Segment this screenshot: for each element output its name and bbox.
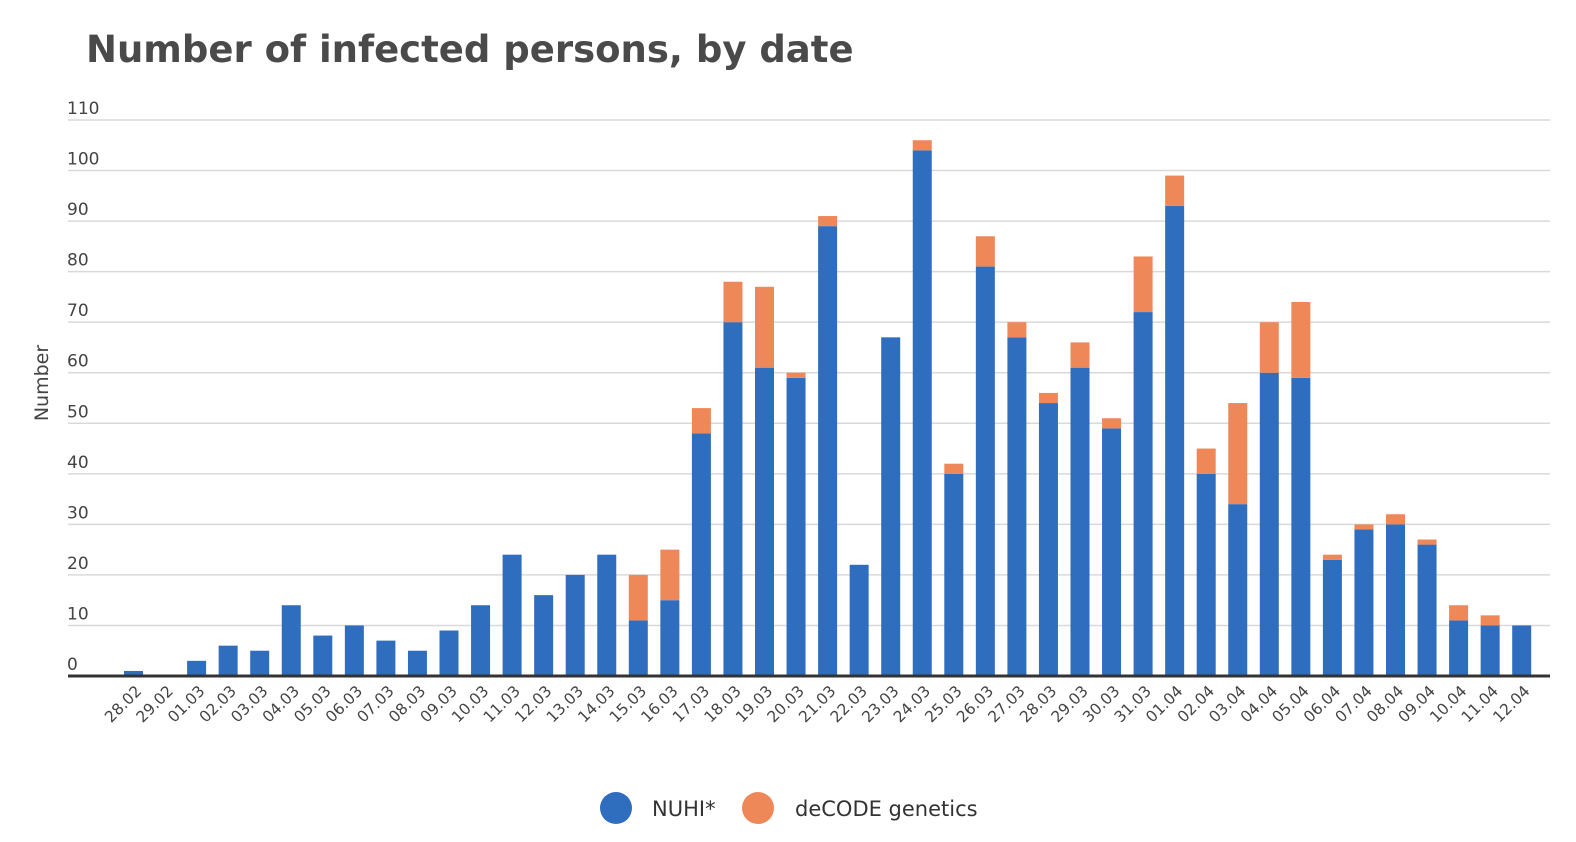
y-tick-label: 110: [67, 99, 99, 119]
bar-nuhi: [1386, 524, 1405, 676]
y-tick-label: 30: [67, 503, 89, 523]
y-tick-label: 40: [67, 453, 89, 473]
legend-label: NUHI*: [652, 797, 716, 821]
y-tick-label: 90: [67, 200, 89, 220]
x-axis-labels: 28.0229.0201.0302.0303.0304.0305.0306.03…: [101, 682, 1533, 726]
bar-nuhi: [376, 640, 396, 676]
bar-decode: [818, 216, 838, 227]
bar-nuhi: [1417, 544, 1437, 676]
bar-nuhi: [691, 433, 711, 676]
bar-nuhi: [818, 226, 838, 677]
bar-nuhi: [723, 322, 743, 676]
bar-decode: [1070, 342, 1090, 368]
bar-nuhi: [1070, 367, 1090, 676]
bar-nuhi: [407, 650, 427, 676]
bar-nuhi: [1354, 529, 1374, 676]
legend: NUHI* deCODE genetics: [600, 792, 978, 824]
bar-decode: [975, 236, 995, 267]
x-tick-label: 12.04: [1489, 682, 1533, 726]
legend-marker: [600, 792, 632, 824]
bar-decode: [1386, 514, 1405, 525]
chart-title: Number of infected persons, by date: [86, 28, 854, 71]
bar-nuhi: [1196, 473, 1216, 676]
bar-nuhi: [250, 650, 270, 676]
bar-nuhi: [1007, 337, 1027, 676]
bar-decode: [1007, 322, 1027, 338]
bars: [124, 140, 1532, 677]
bar-decode: [1133, 256, 1153, 313]
y-tick-label: 50: [67, 402, 89, 422]
bar-nuhi: [786, 377, 806, 676]
bar-decode: [944, 463, 964, 474]
bar-decode: [1259, 322, 1279, 373]
bar-nuhi: [344, 625, 364, 676]
bar-nuhi: [1449, 620, 1469, 676]
bar-nuhi: [881, 337, 901, 676]
y-tick-label: 10: [67, 604, 89, 624]
bar-decode: [1322, 554, 1342, 560]
bar-nuhi: [471, 605, 491, 676]
bar-nuhi: [439, 630, 459, 676]
bar-nuhi: [1228, 504, 1248, 676]
bar-nuhi: [1322, 559, 1342, 676]
bar-nuhi: [1512, 625, 1532, 676]
bar-decode: [1417, 539, 1437, 545]
bar-decode: [1196, 448, 1216, 474]
bar-nuhi: [628, 620, 648, 676]
bar-nuhi: [849, 564, 869, 676]
y-tick-label: 100: [67, 150, 99, 170]
legend-label: deCODE genetics: [795, 797, 978, 821]
y-tick-label: 60: [67, 352, 89, 372]
y-tick-label: 20: [67, 554, 89, 574]
bar-decode: [1165, 175, 1185, 206]
bar-decode: [1102, 418, 1122, 429]
bar-decode: [755, 286, 774, 368]
bar-nuhi: [944, 473, 964, 676]
bar-nuhi: [975, 266, 995, 676]
bar-nuhi: [281, 605, 301, 676]
bar-decode: [628, 574, 648, 621]
bar-nuhi: [1259, 372, 1279, 676]
bar-decode: [1354, 524, 1374, 530]
bar-nuhi: [218, 645, 238, 676]
y-tick-label: 70: [67, 301, 89, 321]
legend-marker: [742, 792, 774, 824]
bar-nuhi: [1165, 205, 1185, 676]
bar-nuhi: [187, 660, 207, 676]
y-axis-title: Number: [31, 345, 53, 422]
bar-decode: [691, 408, 711, 434]
bar-nuhi: [534, 595, 554, 676]
y-tick-label: 80: [67, 251, 89, 271]
bar-nuhi: [1102, 428, 1122, 676]
bar-decode: [1228, 403, 1248, 505]
gridlines: [68, 119, 1550, 627]
bar-decode: [1291, 301, 1311, 378]
bar-nuhi: [1291, 377, 1311, 676]
y-tick-label: 0: [67, 655, 78, 675]
bar-nuhi: [502, 554, 522, 676]
bar-nuhi: [565, 574, 585, 676]
bar-decode: [1038, 392, 1058, 404]
bar-nuhi: [660, 600, 680, 676]
bar-nuhi: [1133, 312, 1153, 676]
bar-nuhi: [1480, 625, 1500, 676]
bar-nuhi: [755, 367, 774, 676]
bar-decode: [1449, 605, 1469, 621]
bar-decode: [723, 281, 743, 323]
bar-nuhi: [313, 635, 333, 676]
y-axis-ticks: 0 10 20 30 40 50 60 70 80 90 100 110: [67, 99, 99, 675]
bar-decode: [786, 372, 806, 378]
bar-decode: [660, 549, 680, 601]
bar-nuhi: [1038, 403, 1058, 676]
bar-nuhi: [912, 150, 932, 676]
bar-nuhi: [124, 670, 143, 676]
bar-decode: [912, 140, 932, 151]
bar-decode: [1480, 615, 1500, 626]
bar-nuhi: [597, 554, 617, 676]
